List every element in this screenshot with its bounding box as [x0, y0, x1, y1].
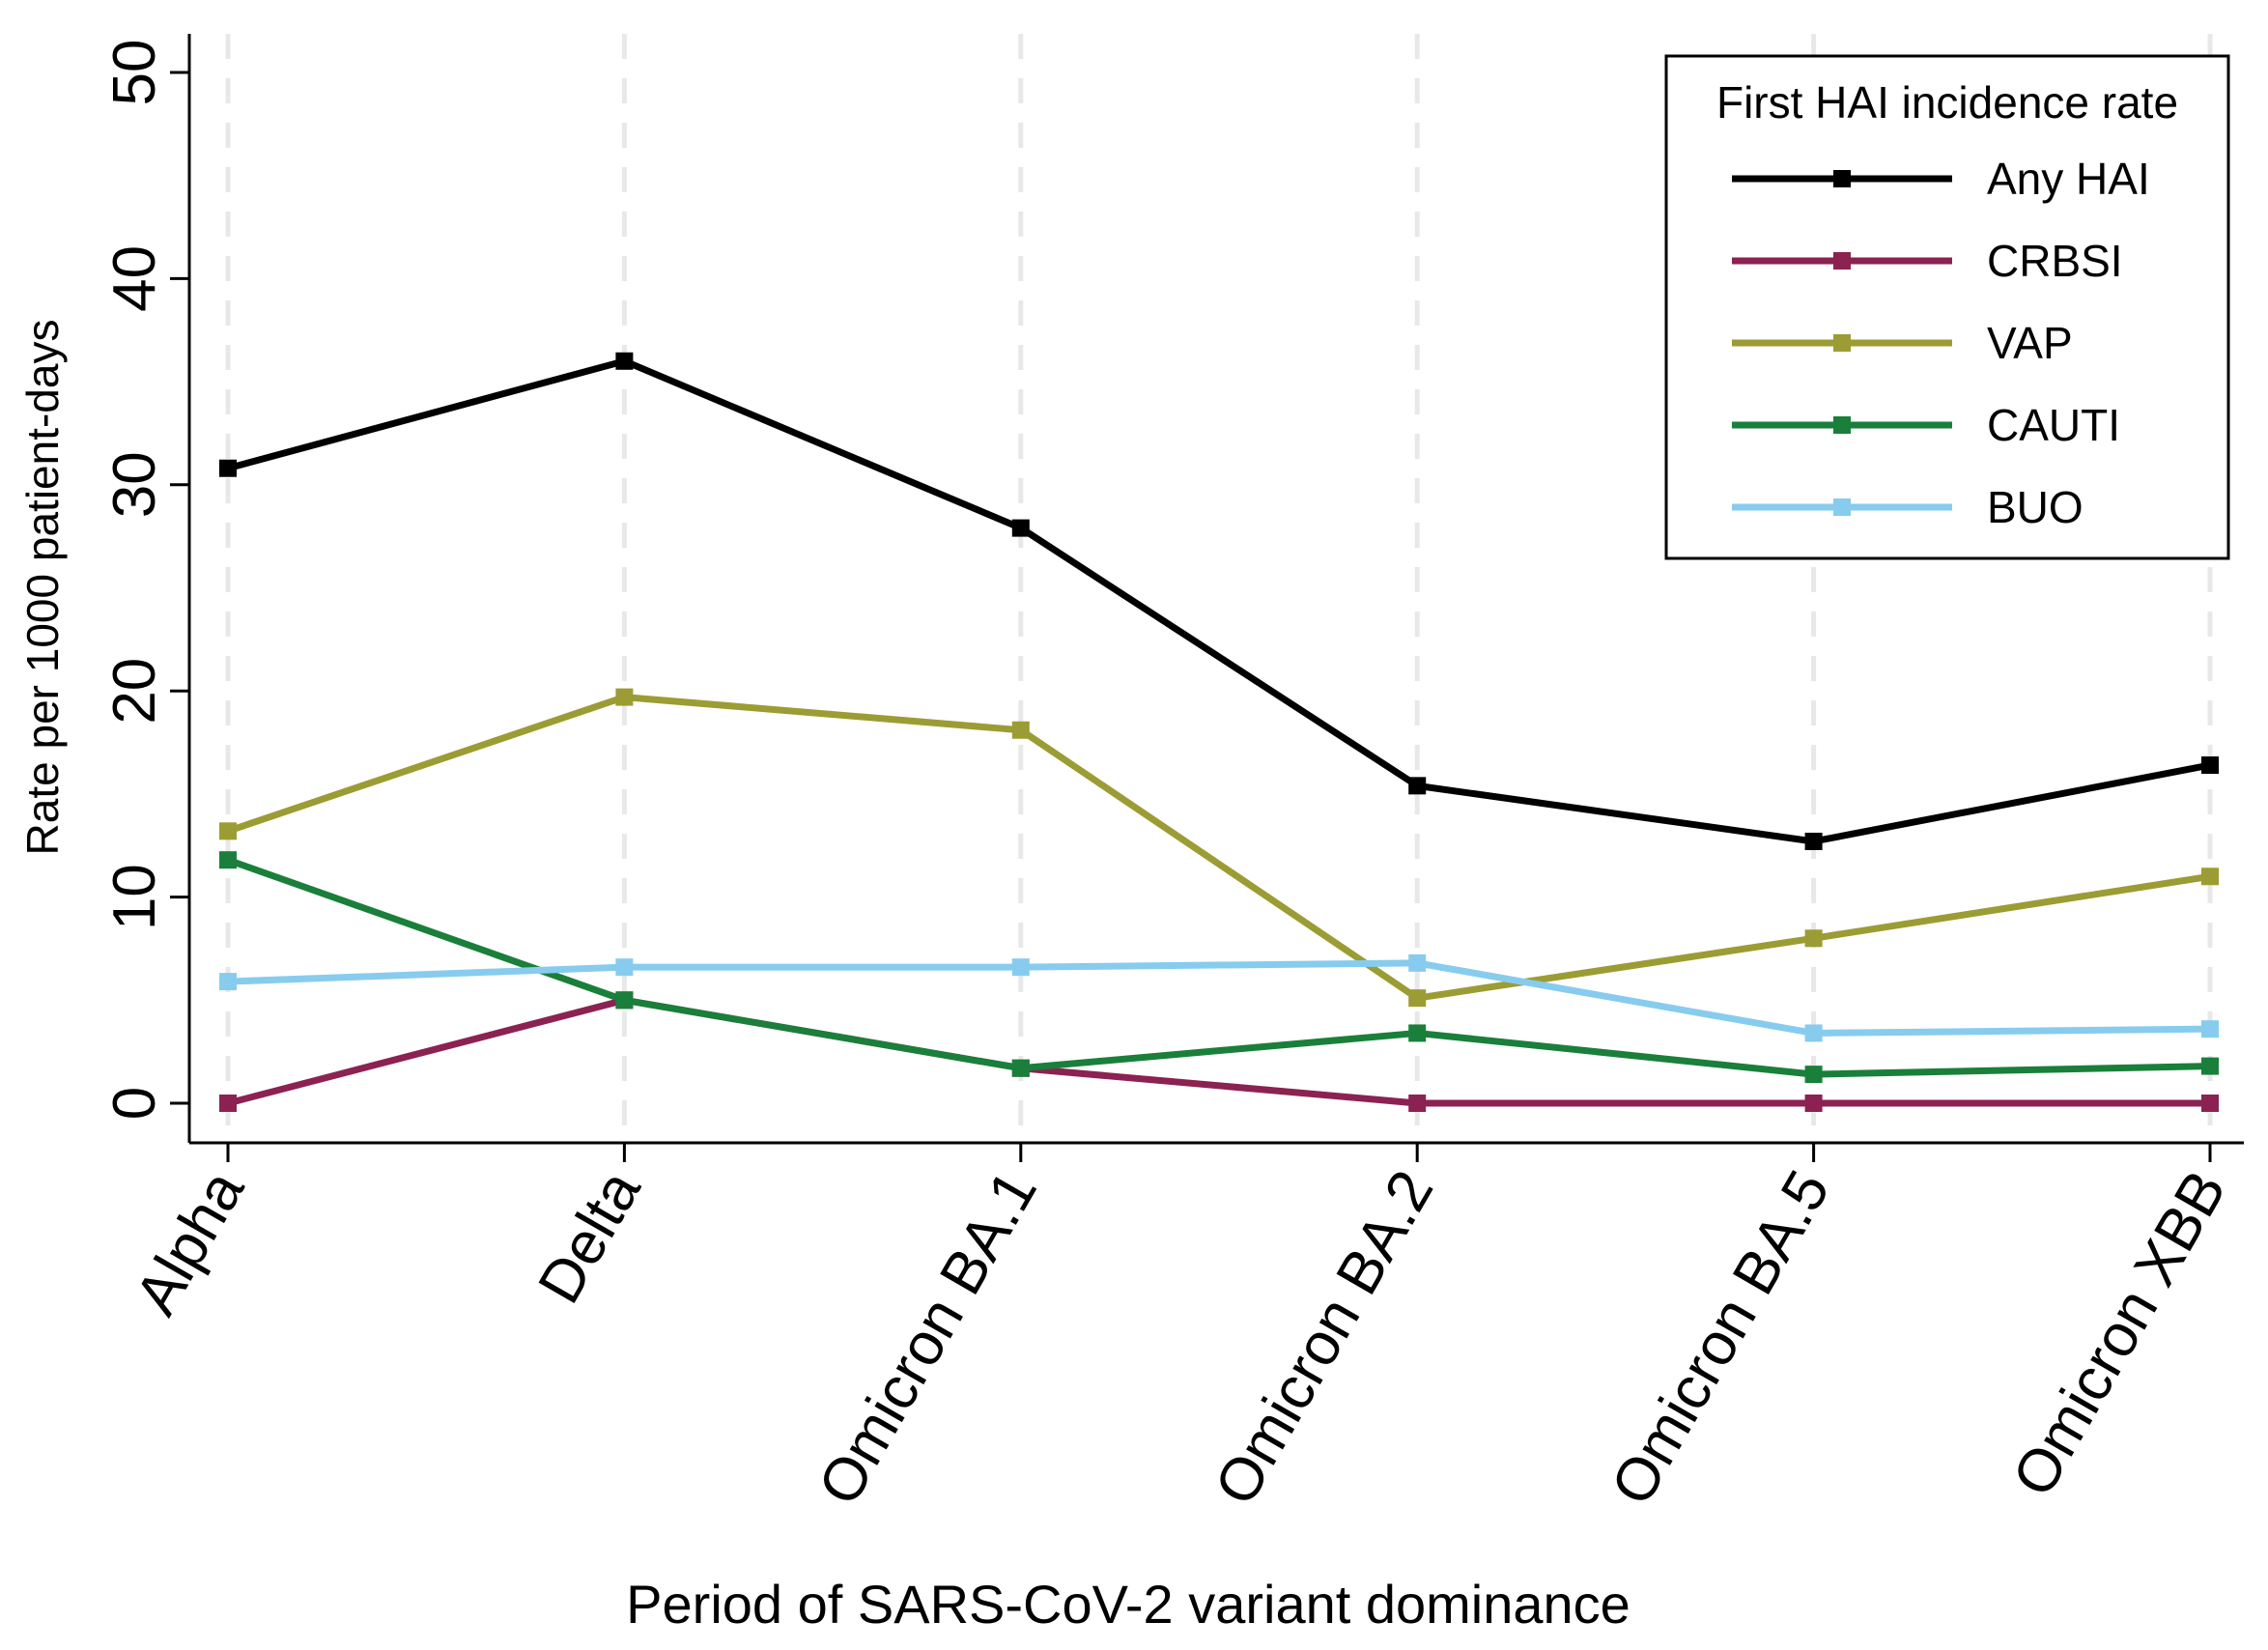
series-line-crbsi — [227, 996, 2210, 1107]
series-lines — [219, 352, 2219, 1112]
y-tick-label: 10 — [101, 864, 168, 930]
legend-marker-any-hai — [1833, 170, 1851, 187]
legend-box — [1664, 54, 2230, 560]
series-line-buo — [227, 959, 2211, 1037]
y-tick-label: 50 — [101, 40, 168, 106]
data-point-vap — [1408, 989, 1427, 1008]
legend-label-cauti: CAUTI — [1987, 400, 2120, 450]
y-tick-label: 20 — [101, 658, 168, 725]
series-line-any-hai — [227, 357, 2211, 845]
data-point-cauti — [2201, 1057, 2219, 1075]
y-tick-label: 40 — [101, 245, 168, 312]
data-point-buo — [219, 973, 237, 991]
series-line-vap — [226, 694, 2211, 1002]
data-point-crbsi — [1408, 1095, 1427, 1112]
data-point-any-hai — [1408, 777, 1427, 795]
data-point-crbsi — [2201, 1095, 2219, 1112]
data-point-any-hai — [615, 352, 634, 370]
legend-marker-crbsi — [1833, 252, 1851, 270]
data-point-crbsi — [219, 1095, 237, 1112]
data-point-vap — [219, 822, 237, 840]
legend-label-vap: VAP — [1987, 318, 2073, 368]
data-point-vap — [1011, 721, 1030, 739]
legend-marker-cauti — [1833, 416, 1851, 434]
data-point-cauti — [219, 851, 237, 869]
x-tick-label: Omicron BA.1 — [806, 1160, 1050, 1517]
data-point-cauti — [1408, 1024, 1427, 1042]
data-point-buo — [1408, 953, 1427, 972]
y-axis-title: Rate per 1000 patient-days — [17, 320, 68, 856]
x-tick-label: Alpha — [123, 1159, 257, 1325]
y-tick-label: 0 — [101, 1087, 168, 1120]
data-point-buo — [1011, 958, 1030, 977]
x-tick-label: Omicron XBB — [2000, 1160, 2240, 1508]
axes — [187, 34, 2244, 1145]
x-tick-label: Omicron BA.5 — [1599, 1160, 1843, 1517]
data-point-crbsi — [1804, 1095, 1823, 1112]
data-point-any-hai — [1804, 832, 1823, 850]
data-point-vap — [2201, 868, 2219, 886]
legend-marker-vap — [1833, 334, 1851, 352]
x-ticks: Alpha Delta Omicron BA.1 Omicron BA.2 Omicro… — [123, 1143, 2239, 1516]
data-point-buo — [1804, 1024, 1823, 1042]
data-point-cauti — [1804, 1066, 1823, 1084]
data-point-buo — [2201, 1020, 2219, 1038]
x-tick-label: Delta — [525, 1159, 653, 1314]
data-point-any-hai — [219, 459, 237, 477]
data-point-buo — [615, 958, 634, 977]
x-axis-title: Period of SARS-CoV-2 variant dominance — [626, 1574, 1630, 1635]
data-point-any-hai — [2201, 756, 2219, 775]
legend-label-any-hai: Any HAI — [1987, 154, 2150, 204]
data-point-any-hai — [1011, 519, 1030, 537]
data-point-vap — [615, 688, 634, 706]
legend-marker-buo — [1833, 498, 1851, 516]
data-point-vap — [1804, 929, 1823, 948]
legend-label-buo: BUO — [1987, 482, 2084, 532]
data-point-cauti — [1011, 1059, 1030, 1077]
y-tick-label: 30 — [101, 451, 168, 518]
series-line-cauti — [226, 856, 2211, 1078]
legend-title: First HAI incidence rate — [1716, 77, 2178, 128]
legend-items: Any HAI CRBSI VAP CAUTI BUO — [1732, 154, 2150, 532]
legend: First HAI incidence rate Any HAI CRBSI VAP… — [1664, 54, 2230, 560]
legend-label-crbsi: CRBSI — [1987, 236, 2123, 286]
x-tick-label: Omicron BA.2 — [1203, 1160, 1447, 1517]
data-point-cauti — [615, 991, 634, 1010]
y-ticks: 0 10 20 30 40 50 — [101, 40, 189, 1120]
